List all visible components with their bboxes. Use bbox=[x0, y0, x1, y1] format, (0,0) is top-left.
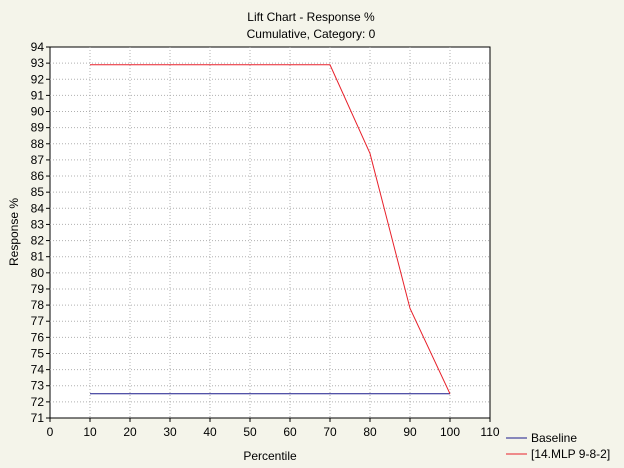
y-tick-label: 71 bbox=[31, 411, 45, 425]
y-tick-label: 74 bbox=[31, 363, 45, 377]
x-tick-label: 40 bbox=[203, 425, 217, 439]
y-tick-label: 72 bbox=[31, 395, 45, 409]
x-tick-label: 10 bbox=[83, 425, 97, 439]
x-tick-label: 0 bbox=[47, 425, 54, 439]
axis-ticks: 0 10 20 30 40 50 60 70 80 90 100 110 71 72 73 74 75 76 77 7… bbox=[31, 40, 500, 439]
x-axis-label: Percentile bbox=[243, 449, 297, 463]
y-tick-label: 89 bbox=[31, 121, 45, 135]
y-tick-label: 81 bbox=[31, 250, 45, 264]
y-tick-label: 90 bbox=[31, 105, 45, 119]
legend-entry-1: [14.MLP 9-8-2] bbox=[531, 447, 610, 461]
y-tick-label: 82 bbox=[31, 234, 45, 248]
x-tick-label: 110 bbox=[480, 425, 499, 439]
chart-title: Lift Chart - Response % bbox=[247, 10, 375, 24]
series-layer bbox=[90, 64, 451, 395]
x-tick-label: 90 bbox=[403, 425, 417, 439]
y-tick-label: 93 bbox=[31, 56, 45, 70]
x-tick-label: 80 bbox=[363, 425, 377, 439]
x-tick-label: 50 bbox=[243, 425, 257, 439]
x-tick-label: 20 bbox=[123, 425, 137, 439]
series-line-1 bbox=[90, 64, 451, 395]
y-tick-label: 88 bbox=[31, 137, 45, 151]
y-tick-label: 78 bbox=[31, 298, 45, 312]
y-tick-label: 73 bbox=[31, 379, 45, 393]
y-tick-label: 94 bbox=[31, 40, 45, 54]
y-tick-label: 80 bbox=[31, 266, 45, 280]
y-axis-label: Response % bbox=[7, 198, 21, 266]
legend-entry-0: Baseline bbox=[531, 431, 577, 445]
plot-area bbox=[49, 46, 491, 419]
x-tick-label: 60 bbox=[283, 425, 297, 439]
y-tick-label: 91 bbox=[31, 88, 45, 102]
y-tick-label: 87 bbox=[31, 153, 45, 167]
y-tick-label: 77 bbox=[31, 314, 45, 328]
y-tick-label: 84 bbox=[31, 201, 45, 215]
x-tick-label: 100 bbox=[440, 425, 460, 439]
y-tick-label: 75 bbox=[31, 346, 45, 360]
y-tick-label: 79 bbox=[31, 282, 45, 296]
y-tick-label: 86 bbox=[31, 169, 45, 183]
y-tick-label: 85 bbox=[31, 185, 45, 199]
y-tick-label: 83 bbox=[31, 217, 45, 231]
x-tick-label: 70 bbox=[323, 425, 337, 439]
legend: Baseline [14.MLP 9-8-2] bbox=[506, 431, 610, 461]
x-tick-label: 30 bbox=[163, 425, 177, 439]
grid-lines bbox=[50, 47, 490, 418]
y-tick-label: 92 bbox=[31, 72, 45, 86]
chart-subtitle: Cumulative, Category: 0 bbox=[247, 27, 376, 41]
y-tick-label: 76 bbox=[31, 330, 45, 344]
